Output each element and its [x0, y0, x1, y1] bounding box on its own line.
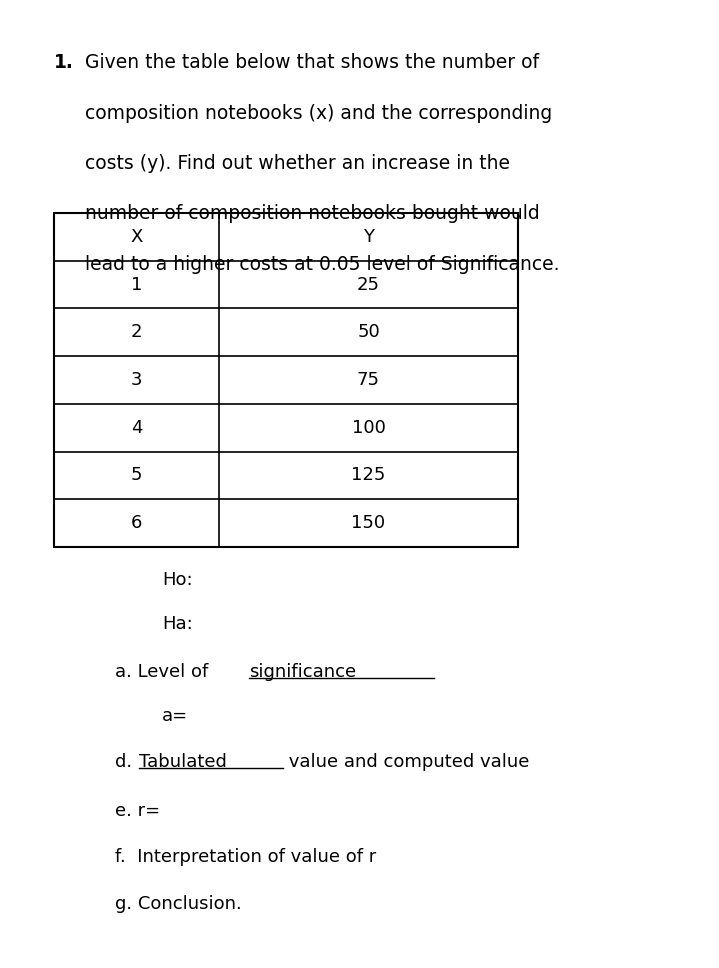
Text: 4: 4 [131, 418, 142, 437]
Text: 2: 2 [131, 323, 142, 342]
Text: lead to a higher costs at 0.05 level of Significance.: lead to a higher costs at 0.05 level of … [85, 255, 559, 274]
Text: 75: 75 [357, 371, 380, 389]
Text: 1: 1 [131, 276, 142, 293]
Text: 5: 5 [131, 467, 142, 484]
Text: a=: a= [162, 707, 188, 725]
Text: 1.: 1. [54, 53, 74, 73]
Text: Tabulated: Tabulated [139, 753, 226, 771]
Text: Ho:: Ho: [162, 571, 193, 590]
Text: 25: 25 [357, 276, 380, 293]
Text: f.  Interpretation of value of r: f. Interpretation of value of r [115, 848, 376, 866]
Text: 125: 125 [352, 467, 385, 484]
Text: significance: significance [249, 663, 357, 681]
Text: Given the table below that shows the number of: Given the table below that shows the num… [85, 53, 539, 73]
Text: 50: 50 [357, 323, 380, 342]
Text: 3: 3 [131, 371, 142, 389]
Text: 150: 150 [352, 514, 385, 532]
Text: composition notebooks (x) and the corresponding: composition notebooks (x) and the corres… [85, 104, 552, 123]
Text: a. Level of: a. Level of [115, 663, 214, 681]
Text: number of composition notebooks bought would: number of composition notebooks bought w… [85, 204, 539, 224]
Text: value and computed value: value and computed value [283, 753, 529, 771]
Text: Ha:: Ha: [162, 615, 193, 633]
Text: 6: 6 [131, 514, 142, 532]
Text: e. r=: e. r= [115, 802, 160, 820]
Text: Y: Y [363, 227, 374, 246]
Text: X: X [130, 227, 143, 246]
Text: costs (y). Find out whether an increase in the: costs (y). Find out whether an increase … [85, 154, 510, 173]
Text: g. Conclusion.: g. Conclusion. [115, 895, 242, 914]
Text: d.: d. [115, 753, 132, 771]
Text: 100: 100 [352, 418, 385, 437]
